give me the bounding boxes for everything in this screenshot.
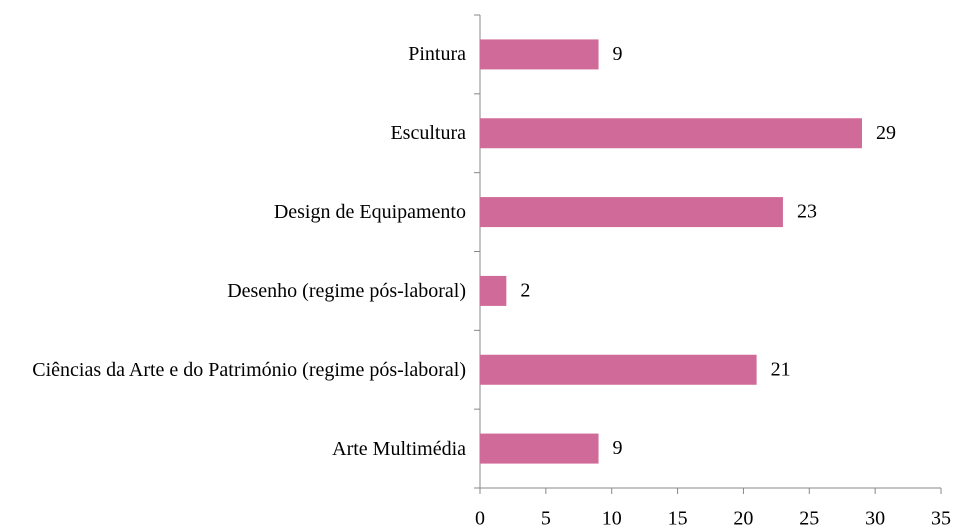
bar (480, 275, 507, 306)
data-label: 9 (613, 43, 623, 65)
bar (480, 197, 783, 228)
y-tick-label: Desenho (regime pós-laboral) (227, 279, 466, 302)
data-label: 23 (797, 201, 817, 223)
y-tick-label: Pintura (408, 43, 466, 66)
x-tick-label: 35 (931, 508, 951, 530)
y-tick-label: Ciências da Arte e do Património (regime… (32, 358, 466, 381)
y-tick-label: Escultura (390, 122, 466, 145)
data-label: 2 (520, 280, 530, 302)
x-tick-label: 15 (668, 508, 688, 530)
y-tick-label: Design de Equipamento (273, 201, 466, 224)
x-tick-label: 30 (865, 508, 885, 530)
bar (480, 39, 599, 70)
x-tick-label: 20 (733, 508, 753, 530)
x-tick-label: 0 (475, 508, 485, 530)
data-label: 29 (876, 122, 896, 144)
bar (480, 433, 599, 464)
x-tick-label: 5 (541, 508, 551, 530)
bar (480, 118, 862, 149)
y-tick-label: Arte Multimédia (332, 437, 466, 460)
x-tick-label: 10 (602, 508, 622, 530)
x-tick-label: 25 (799, 508, 819, 530)
data-label: 21 (771, 358, 791, 380)
data-label: 9 (613, 437, 623, 459)
bar (480, 354, 757, 385)
